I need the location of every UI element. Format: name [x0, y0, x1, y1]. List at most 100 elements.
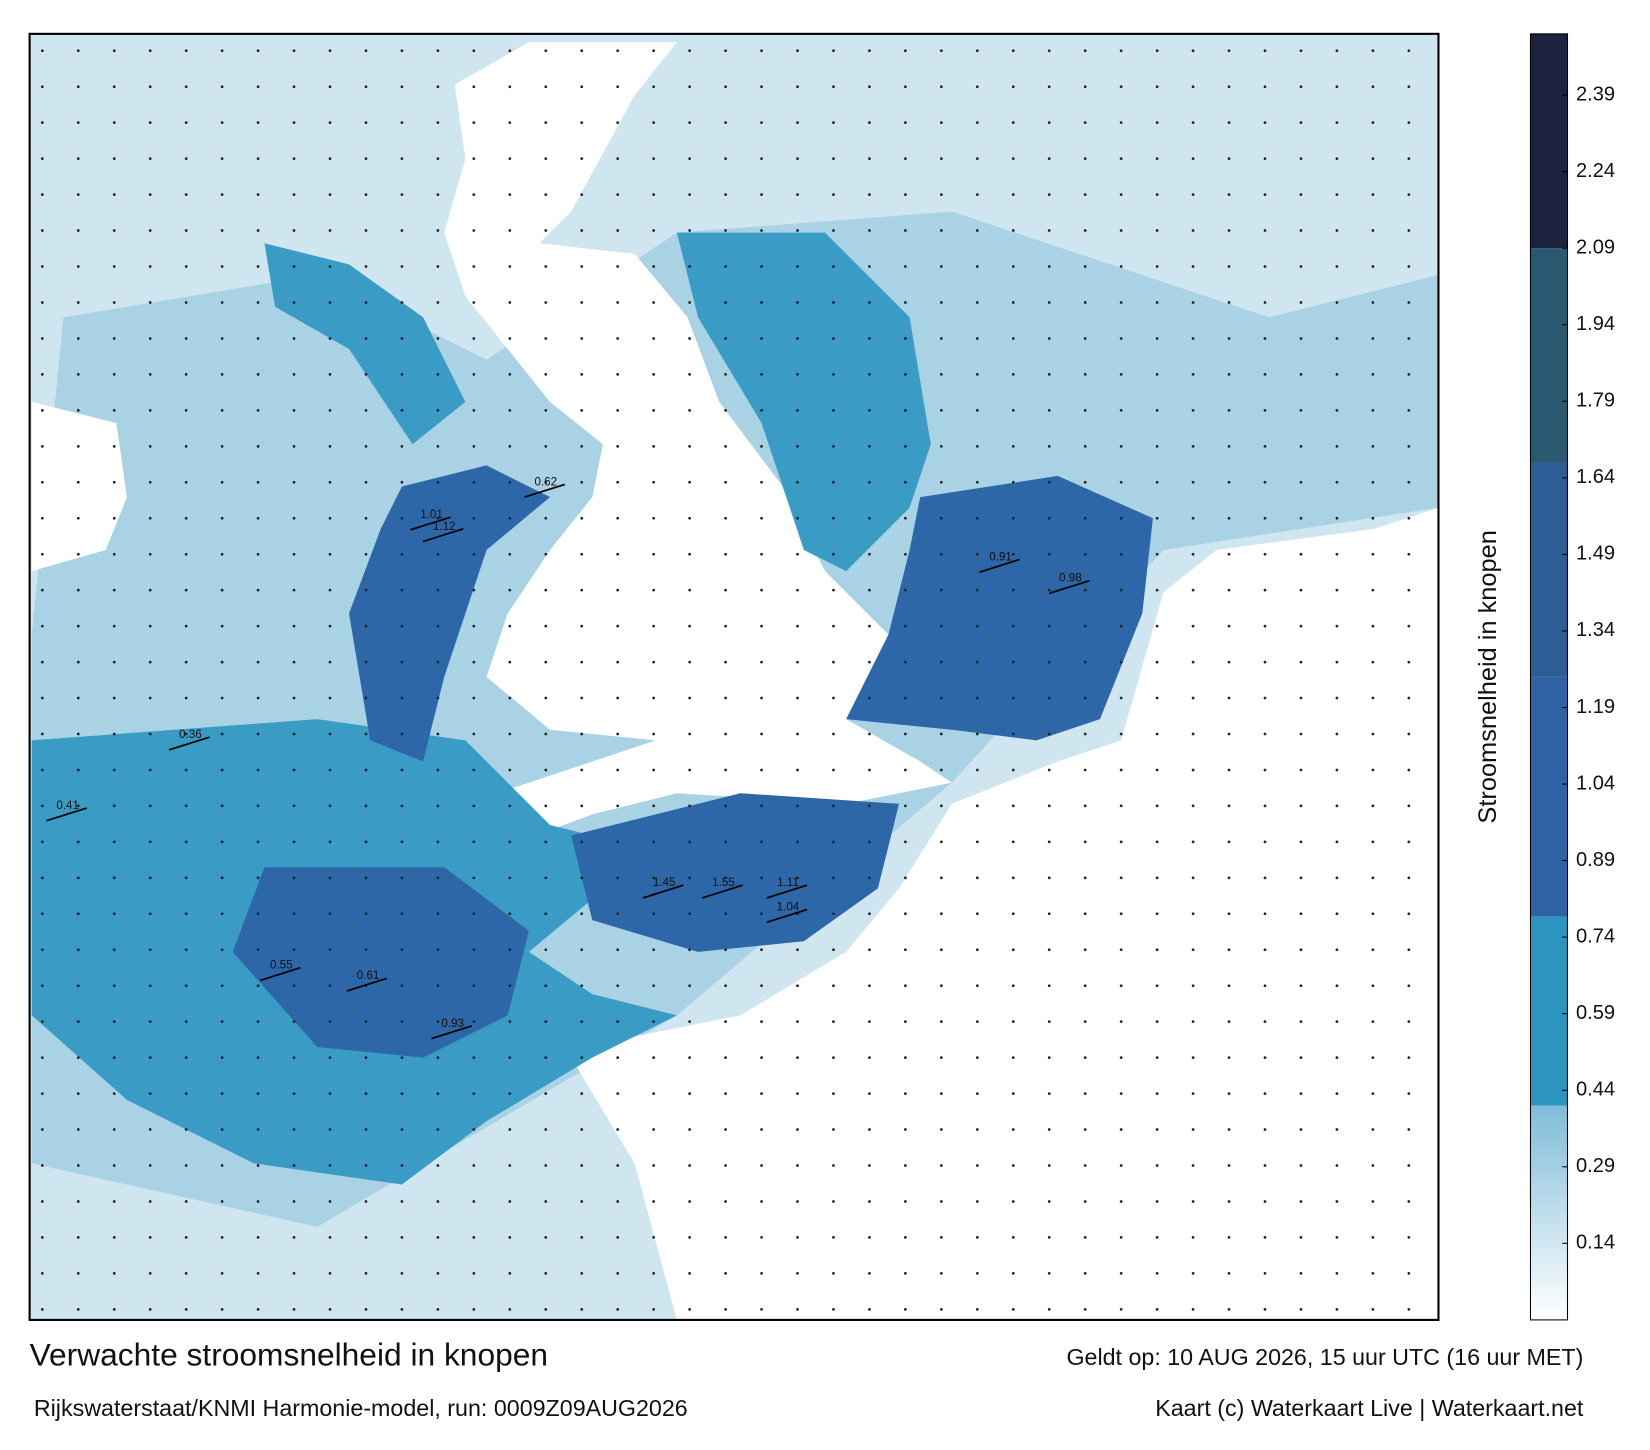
grid-dot — [472, 912, 476, 916]
grid-dot — [1335, 157, 1339, 161]
grid-dot — [148, 804, 152, 808]
grid-dot — [544, 588, 548, 592]
grid-dot — [724, 1056, 727, 1059]
grid-dot — [1119, 301, 1123, 304]
grid-dot — [939, 768, 943, 772]
grid-dot — [40, 337, 44, 340]
grid-dot — [1047, 948, 1051, 952]
grid-dot — [904, 265, 907, 268]
grid-dot — [508, 1307, 512, 1311]
grid-dot — [508, 1272, 512, 1275]
grid-dot — [1335, 1307, 1339, 1311]
grid-dot — [904, 337, 907, 340]
colorbar-band — [1530, 462, 1568, 677]
grid-dot — [1119, 948, 1123, 952]
grid-dot — [436, 85, 440, 89]
deep-channel — [571, 793, 900, 952]
grid-dot — [1047, 768, 1051, 772]
grid-dot — [616, 696, 620, 700]
speed-label: 1.11 — [777, 876, 799, 889]
grid-dot — [1371, 301, 1375, 304]
speed-label: 1.55 — [712, 876, 735, 889]
grid-dot — [508, 1164, 512, 1167]
grid-dot — [508, 984, 512, 988]
grid-dot — [472, 1236, 476, 1239]
current-arrow — [410, 516, 451, 531]
channel — [264, 243, 466, 445]
grid-dot — [364, 660, 368, 664]
grid-dot — [724, 1200, 727, 1203]
grid-dot — [220, 696, 224, 700]
grid-dot — [328, 732, 332, 736]
grid-dot — [796, 229, 799, 232]
grid-dot — [796, 1020, 799, 1024]
grid-dot — [1155, 768, 1159, 772]
grid-dot — [904, 768, 907, 772]
grid-dot — [1299, 1092, 1303, 1095]
grid-dot — [1299, 660, 1303, 664]
grid-dot — [256, 1092, 260, 1095]
grid-dot — [1155, 121, 1159, 125]
grid-dot — [1371, 1164, 1375, 1167]
grid-dot — [796, 49, 799, 53]
grid-dot — [40, 516, 44, 520]
grid-dot — [184, 1092, 188, 1095]
grid-dot — [1263, 444, 1267, 448]
grid-dot — [1119, 516, 1123, 520]
grid-dot — [472, 624, 476, 628]
grid-dot — [832, 516, 835, 520]
grid-dot — [328, 265, 332, 268]
grid-dot — [112, 49, 116, 53]
grid-dot — [112, 85, 116, 89]
grid-dot — [1083, 876, 1087, 880]
current-arrow — [259, 966, 301, 982]
grid-dot — [1155, 624, 1159, 628]
grid-dot — [472, 1200, 476, 1203]
grid-dot — [616, 552, 620, 556]
grid-dot — [616, 408, 620, 412]
grid-dot — [1263, 337, 1267, 340]
grid-dot — [1047, 876, 1051, 880]
grid-dot — [544, 301, 548, 304]
grid-dot — [1047, 121, 1051, 125]
grid-dot — [975, 373, 979, 376]
grid-dot — [760, 1272, 763, 1275]
grid-dot — [256, 265, 260, 268]
grid-dot — [1299, 912, 1303, 916]
grid-dot — [112, 552, 116, 556]
grid-dot — [220, 1056, 224, 1059]
grid-dot — [328, 1307, 332, 1311]
grid-dot — [328, 301, 332, 304]
grid-dot — [724, 516, 727, 520]
grid-dot — [1371, 1236, 1375, 1239]
grid-dot — [76, 912, 80, 916]
grid-dot — [472, 804, 476, 808]
grid-dot — [256, 229, 260, 232]
grid-dot — [939, 1236, 943, 1239]
grid-dot — [724, 840, 727, 844]
grid-dot — [616, 876, 620, 880]
grid-dot — [904, 624, 907, 628]
grid-dot — [184, 1164, 188, 1167]
colorbar-label: Stroomsnelheid in knopen — [1474, 530, 1502, 823]
grid-dot — [220, 948, 224, 952]
grid-dot — [292, 49, 296, 53]
grid-dot — [1155, 948, 1159, 952]
grid-dot — [616, 1128, 620, 1131]
grid-dot — [1263, 516, 1267, 520]
grid-dot — [112, 1236, 116, 1239]
grid-dot — [904, 193, 907, 196]
grid-dot — [688, 373, 691, 376]
grid-dot — [939, 1092, 943, 1095]
grid-dot — [1263, 49, 1267, 53]
grid-dot — [292, 516, 296, 520]
grid-dot — [904, 948, 907, 952]
grid-dot — [1155, 337, 1159, 340]
grid-dot — [472, 1056, 476, 1059]
grid-dot — [328, 696, 332, 700]
grid-dot — [184, 85, 188, 89]
grid-dot — [220, 444, 224, 448]
grid-dot — [292, 1092, 296, 1095]
grid-dot — [939, 337, 943, 340]
grid-dot — [328, 337, 332, 340]
